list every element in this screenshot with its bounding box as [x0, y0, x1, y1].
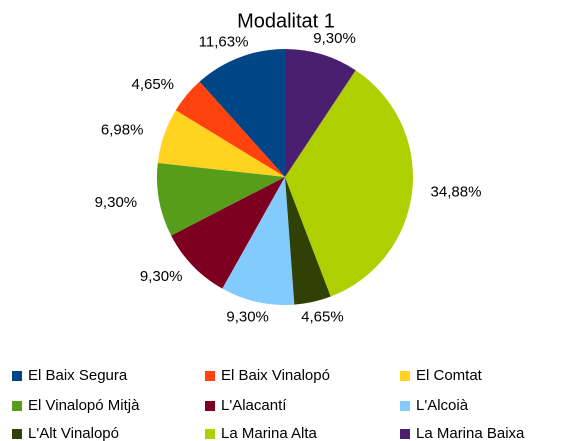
- legend-label: La Marina Baixa: [416, 425, 525, 441]
- legend-label: La Marina Alta: [221, 425, 318, 441]
- legend-label: El Baix Vinalopó: [221, 367, 330, 384]
- data-label: 9,30%: [226, 309, 269, 326]
- data-label: 9,30%: [95, 194, 138, 211]
- legend-swatch: [400, 429, 410, 439]
- data-label: 9,30%: [140, 268, 183, 285]
- legend-swatch: [400, 401, 410, 411]
- data-label: 34,88%: [431, 184, 482, 201]
- legend-label: L'Alt Vinalopó: [28, 425, 119, 441]
- pie-slice: [157, 110, 285, 177]
- legend-label: El Comtat: [416, 367, 483, 384]
- legend-label: L'Alacantí: [221, 397, 287, 414]
- legend-label: L'Alcoià: [416, 397, 469, 414]
- pie-slice: [199, 49, 285, 177]
- pie-slice: [285, 177, 331, 305]
- legend-swatch: [12, 401, 22, 411]
- data-label: 6,98%: [101, 122, 144, 139]
- legend-swatch: [12, 371, 22, 381]
- legend-label: El Baix Segura: [28, 367, 128, 384]
- legend-swatch: [205, 429, 215, 439]
- legend-swatch: [205, 371, 215, 381]
- pie-slice: [285, 70, 413, 297]
- data-label: 9,30%: [313, 30, 356, 47]
- legend-swatch: [400, 371, 410, 381]
- legend-label: El Vinalopó Mitjà: [28, 397, 140, 414]
- chart-title: Modalitat 1: [237, 10, 335, 32]
- data-label: 11,63%: [199, 33, 249, 50]
- pie-slice: [171, 177, 285, 289]
- data-label: 4,65%: [301, 309, 344, 326]
- pie-slice: [222, 177, 295, 305]
- data-label: 4,65%: [131, 76, 174, 93]
- pie-slice: [285, 49, 356, 177]
- legend-swatch: [12, 429, 22, 439]
- legend-swatch: [205, 401, 215, 411]
- pie-slice: [175, 81, 285, 177]
- pie-slice: [157, 163, 285, 236]
